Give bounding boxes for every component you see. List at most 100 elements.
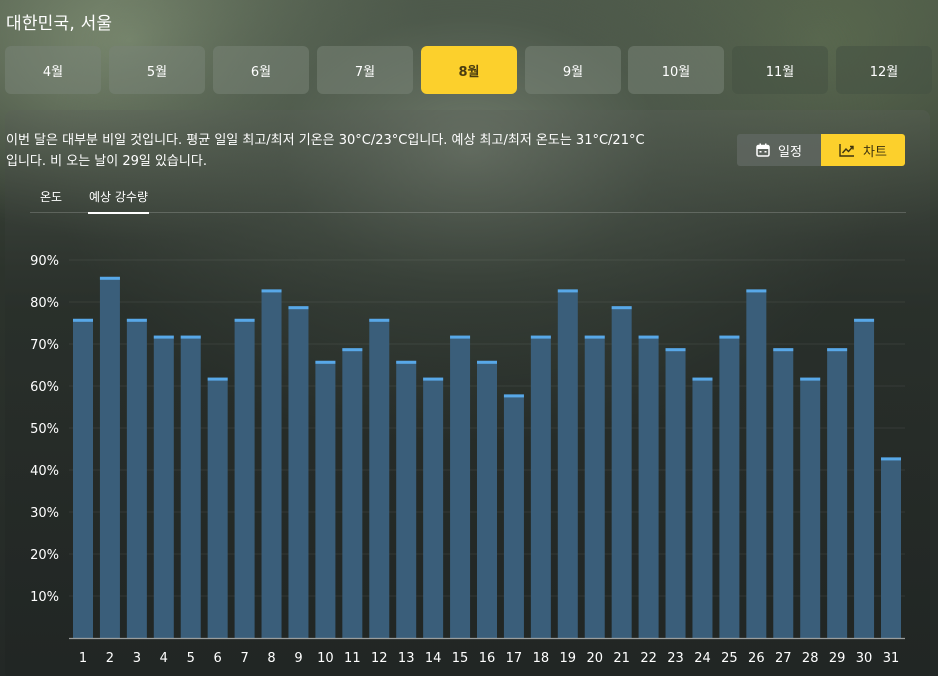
bar-cap — [207, 377, 228, 381]
bar-day-14[interactable] — [423, 377, 444, 638]
location-title: 대한민국, 서울 — [6, 14, 113, 34]
bar-cap — [557, 289, 578, 293]
y-tick-label: 20% — [30, 548, 59, 563]
x-tick-label: 10 — [317, 651, 334, 666]
y-tick-label: 40% — [30, 464, 59, 479]
schedule-view-label: 일정 — [778, 144, 802, 160]
x-tick-label: 8 — [267, 651, 275, 666]
bar-cap — [665, 348, 686, 352]
bar-day-30[interactable] — [854, 318, 875, 638]
bar-day-23[interactable] — [665, 348, 686, 638]
x-tick-label: 30 — [856, 651, 873, 666]
chart-view-label: 차트 — [863, 144, 887, 160]
bar-cap — [396, 360, 417, 364]
bar-day-21[interactable] — [611, 306, 632, 638]
x-tick-label: 6 — [214, 651, 222, 666]
bar-day-27[interactable] — [773, 348, 794, 638]
tab-month-12[interactable]: 12월 — [836, 46, 932, 94]
bar-day-31[interactable] — [881, 457, 901, 638]
bar-day-1[interactable] — [73, 318, 93, 638]
x-tick-label: 22 — [640, 651, 657, 666]
tab-month-11[interactable]: 11월 — [732, 46, 828, 94]
x-tick-label: 3 — [133, 651, 141, 666]
bar-day-9[interactable] — [288, 306, 309, 638]
x-tick-label: 24 — [694, 651, 711, 666]
bar-day-2[interactable] — [99, 276, 120, 638]
bar-cap — [180, 335, 201, 339]
bar-day-10[interactable] — [315, 360, 336, 638]
tab-month-5[interactable]: 5월 — [109, 46, 205, 94]
y-tick-label: 30% — [30, 506, 59, 521]
bar-day-3[interactable] — [126, 318, 147, 638]
bar-day-16[interactable] — [477, 360, 497, 638]
x-tick-label: 28 — [802, 651, 819, 666]
bar-cap — [423, 377, 444, 381]
schedule-view-button[interactable]: 일정 — [737, 134, 821, 166]
chart-view-button[interactable]: 차트 — [821, 134, 905, 166]
bar-cap — [827, 348, 848, 352]
bar-day-7[interactable] — [234, 318, 255, 638]
bar-day-5[interactable] — [180, 335, 201, 638]
bar-day-13[interactable] — [396, 360, 417, 638]
tab-month-9[interactable]: 9월 — [525, 46, 621, 94]
x-tick-label: 19 — [560, 651, 577, 666]
x-tick-label: 4 — [160, 651, 168, 666]
bar-day-6[interactable] — [207, 377, 228, 638]
calendar-icon — [756, 143, 770, 157]
bar-day-12[interactable] — [369, 318, 390, 638]
bar-day-15[interactable] — [450, 335, 471, 638]
x-tick-label: 1 — [79, 651, 87, 666]
bar-day-8[interactable] — [261, 289, 282, 638]
tab-month-6[interactable]: 6월 — [213, 46, 309, 94]
bar-day-11[interactable] — [342, 348, 363, 638]
bar-cap — [153, 335, 174, 339]
bar-day-20[interactable] — [584, 335, 605, 638]
trend-chart-icon — [839, 143, 855, 157]
bar-cap — [638, 335, 659, 339]
bar-day-4[interactable] — [153, 335, 174, 638]
x-tick-label: 27 — [775, 651, 792, 666]
month-summary: 이번 달은 대부분 비일 것입니다. 평균 일일 최고/최저 기온은 30°C/… — [6, 133, 645, 169]
x-tick-label: 15 — [452, 651, 469, 666]
bar-cap — [234, 318, 255, 322]
bar-day-24[interactable] — [692, 377, 713, 638]
x-tick-label: 17 — [506, 651, 523, 666]
x-tick-label: 25 — [721, 651, 738, 666]
bar-cap — [503, 394, 524, 398]
y-tick-label: 10% — [30, 590, 59, 605]
y-tick-label: 90% — [30, 254, 59, 269]
bar-cap — [611, 306, 632, 310]
bar-cap — [692, 377, 713, 381]
tab-month-10[interactable]: 10월 — [628, 46, 724, 94]
tab-temperature[interactable]: 온도 — [40, 190, 63, 204]
x-tick-label: 16 — [479, 651, 496, 666]
bar-cap — [746, 289, 767, 293]
bar-cap — [450, 335, 471, 339]
bar-day-26[interactable] — [746, 289, 767, 638]
x-tick-label: 29 — [829, 651, 846, 666]
bar-day-19[interactable] — [557, 289, 578, 638]
tab-month-4[interactable]: 4월 — [5, 46, 101, 94]
bar-day-17[interactable] — [503, 394, 524, 638]
bar-cap — [477, 360, 497, 364]
tab-month-8[interactable]: 8월 — [421, 46, 517, 94]
tab-precipitation[interactable]: 예상 강수량 — [87, 188, 150, 214]
y-tick-label: 50% — [30, 422, 59, 437]
x-tick-label: 14 — [425, 651, 442, 666]
x-tick-label: 21 — [613, 651, 630, 666]
bar-day-22[interactable] — [638, 335, 659, 638]
view-toggle: 일정 차트 — [737, 134, 905, 166]
bar-cap — [369, 318, 390, 322]
bar-day-28[interactable] — [800, 377, 821, 638]
bar-day-29[interactable] — [827, 348, 848, 638]
x-tick-label: 23 — [667, 651, 684, 666]
bar-day-18[interactable] — [530, 335, 551, 638]
x-tick-label: 9 — [294, 651, 302, 666]
tab-month-7[interactable]: 7월 — [317, 46, 413, 94]
x-tick-label: 26 — [748, 651, 765, 666]
bar-day-25[interactable] — [719, 335, 740, 638]
bar-cap — [288, 306, 309, 310]
x-tick-label: 18 — [533, 651, 550, 666]
sub-tabs-divider — [30, 212, 906, 213]
x-tick-label: 20 — [586, 651, 603, 666]
